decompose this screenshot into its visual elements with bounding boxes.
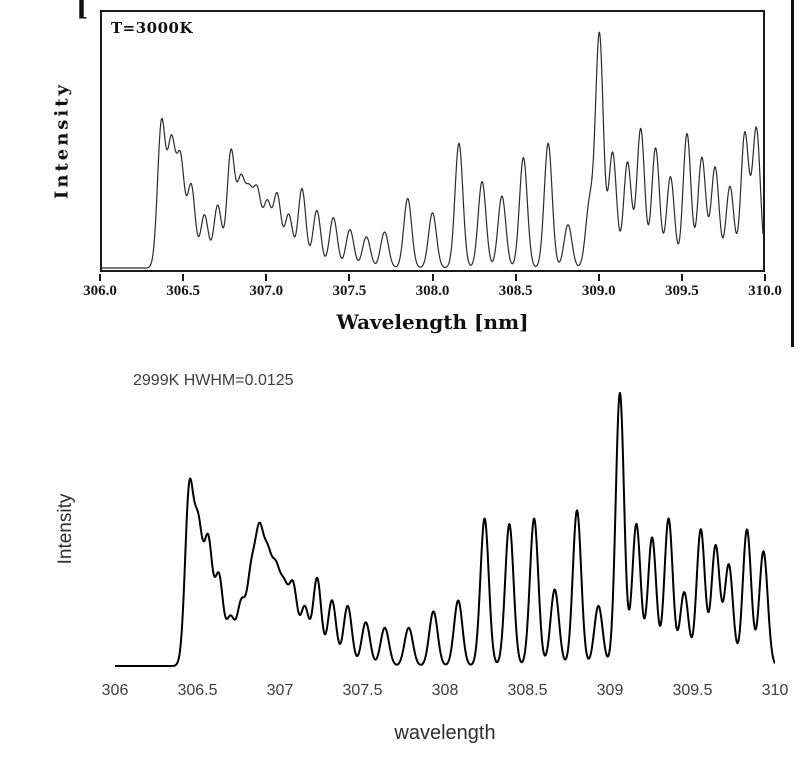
x-tick-label: 306.5 (177, 682, 218, 699)
x-tick-label: 309.5 (672, 682, 713, 699)
bottom-x-axis-label: wavelength (394, 722, 496, 744)
x-tick-label: 306.5 (166, 283, 200, 299)
x-axis-tick (265, 274, 268, 281)
x-tick-label: 307.0 (249, 283, 284, 299)
x-tick-label: 307.5 (332, 283, 367, 299)
x-tick-label: 306.0 (83, 283, 117, 299)
top-temperature-annotation: T=3000K (111, 19, 194, 37)
top-chart: [ Intensity T=3000K 306.0 306.5 307.0 307.5… (0, 0, 800, 350)
top-y-axis-label: Intensity (51, 81, 73, 200)
x-tick-label: 308.5 (498, 283, 533, 299)
x-axis-tick (597, 274, 600, 281)
x-axis-tick (764, 274, 766, 281)
y-axis-unit-bracket: [ (76, 0, 89, 22)
x-axis-tick (99, 274, 101, 281)
top-x-axis-label: Wavelength [nm] (336, 310, 529, 334)
x-axis-tick (680, 274, 683, 281)
scan-page-edge-line (791, 0, 794, 347)
x-tick-label: 310 (761, 682, 789, 699)
x-tick-label: 308.0 (415, 283, 450, 299)
x-tick-label: 309.5 (665, 283, 699, 299)
x-tick-label: 306 (101, 682, 129, 699)
bottom-chart: 2999K HWHM=0.0125 Intensity 306 306.5 307 3… (0, 352, 800, 775)
top-spectrum-line (102, 31, 763, 269)
x-axis-tick (514, 274, 517, 281)
x-tick-label: 309.0 (581, 283, 616, 299)
x-tick-label: 309 (596, 682, 624, 699)
x-tick-label: 308 (431, 682, 459, 699)
bottom-x-axis-ticks: 306 306.5 307 307.5 308 308.5 309 309.5 310 (102, 682, 789, 706)
x-axis-tick (182, 274, 185, 281)
x-tick-label: 308.5 (507, 682, 548, 699)
x-axis-tick (348, 274, 351, 281)
bottom-parameters-annotation: 2999K HWHM=0.0125 (133, 372, 294, 389)
top-x-axis-ticks: 306.0 306.5 307.0 307.5 308.0 308.5 309.0 309.5… (83, 274, 782, 308)
bottom-y-axis-label: Intensity (55, 493, 76, 565)
x-tick-label: 310.0 (748, 283, 782, 299)
x-tick-label: 307 (266, 682, 294, 699)
top-plot-area: T=3000K (100, 10, 765, 272)
bottom-spectrum-line (115, 391, 775, 667)
x-tick-label: 307.5 (342, 682, 383, 699)
x-axis-tick (431, 274, 434, 281)
